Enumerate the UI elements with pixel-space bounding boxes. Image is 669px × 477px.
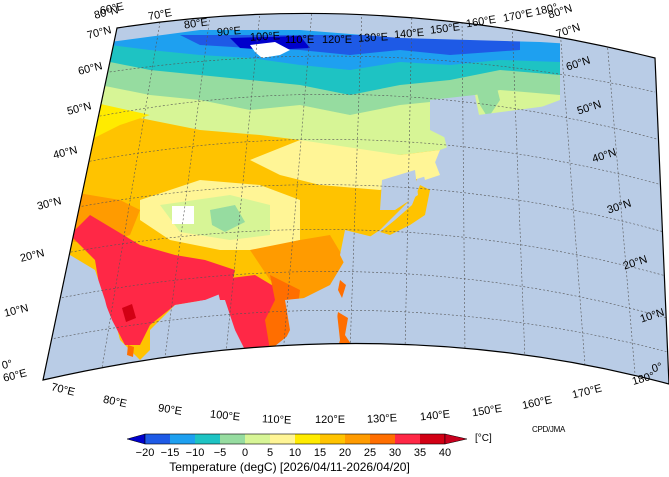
colorbar-tick: −20 (135, 447, 155, 459)
colorbar-tick: 30 (388, 447, 402, 459)
lon-label-top: 90°E (216, 24, 242, 40)
credit-label: CPD/JMA (532, 425, 566, 434)
s-china-warm (250, 235, 345, 300)
india-hot-core (122, 304, 136, 322)
colorbar-tick: 5 (266, 447, 274, 459)
malay-peninsula (240, 355, 262, 384)
colorbar-tick: 20 (338, 447, 352, 459)
colorbar-tick: 15 (313, 447, 327, 459)
okhotsk (430, 95, 480, 140)
arctic-ocean-strip (100, 13, 669, 50)
hokkaido (420, 160, 440, 180)
kamchatka (475, 80, 500, 118)
lon-label-bottom: 120°E (315, 414, 346, 426)
graticule (43, 13, 669, 381)
indochina-hot (215, 275, 285, 360)
colorbar-over-arrow (444, 433, 468, 445)
colorbar-tick: 0 (241, 447, 249, 459)
colorbar-tick: −5 (213, 447, 227, 459)
lon-label-top: 110°E (285, 34, 315, 46)
no-data-tibet (172, 206, 194, 224)
colorbar-tick: 35 (413, 447, 427, 459)
colorbar-tick: 40 (438, 447, 452, 459)
lon-label-top: 120°E (322, 34, 353, 46)
korea (360, 190, 380, 225)
india-hot (70, 215, 235, 345)
colorbar-title: Temperature (degC) [2026/04/11-2026/04/2… (169, 460, 410, 474)
pacific (370, 90, 669, 384)
colorbar-tick: 10 (288, 447, 302, 459)
taiwan (338, 280, 346, 298)
lon-label-bottom: 130°E (366, 412, 398, 426)
colorbar-tick: −10 (185, 447, 205, 459)
colorbar (126, 433, 468, 445)
lon-label-top: 100°E (249, 30, 281, 44)
lon-label-bottom: 110°E (261, 413, 292, 427)
colorbar-under-arrow (126, 433, 146, 445)
japan (380, 185, 430, 235)
colorbar-unit: [°C] (475, 433, 492, 444)
colorbar-tick: 25 (363, 447, 377, 459)
sea-of-japan (380, 170, 418, 210)
sri-lanka (127, 345, 134, 357)
colorbar-tick: −15 (160, 447, 180, 459)
tibet-colder (210, 205, 245, 232)
east-china-sea (340, 230, 385, 275)
lon-label-top: 130°E (357, 31, 389, 45)
no-data-white (250, 42, 290, 58)
map-frame (42, 12, 669, 385)
